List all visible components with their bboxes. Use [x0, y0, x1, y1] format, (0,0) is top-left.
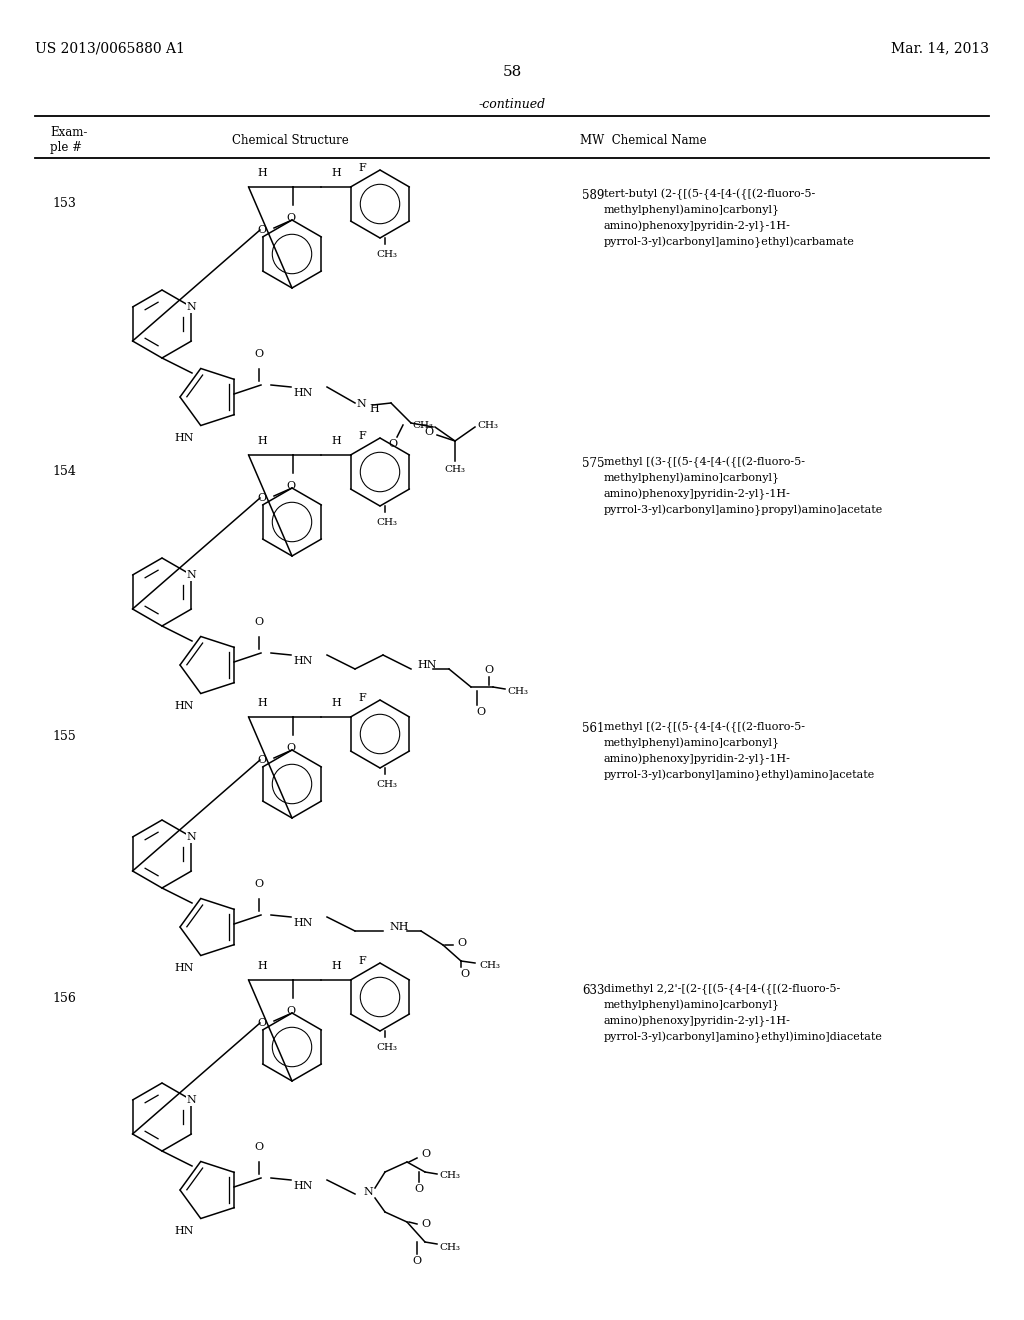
Text: CH₃: CH₃ — [439, 1243, 460, 1253]
Text: amino)phenoxy]pyridin-2-yl}-1H-: amino)phenoxy]pyridin-2-yl}-1H- — [604, 220, 791, 232]
Text: 154: 154 — [52, 465, 76, 478]
Text: H: H — [258, 698, 267, 708]
Text: O: O — [286, 213, 295, 223]
Text: CH₃: CH₃ — [412, 421, 433, 429]
Text: H: H — [332, 168, 341, 178]
Text: US 2013/0065880 A1: US 2013/0065880 A1 — [35, 41, 185, 55]
Text: CH₃: CH₃ — [376, 249, 397, 259]
Text: O: O — [424, 426, 433, 437]
Text: methyl [(3-{[(5-{4-[4-({[(2-fluoro-5-: methyl [(3-{[(5-{4-[4-({[(2-fluoro-5- — [604, 457, 805, 469]
Text: 575: 575 — [582, 457, 604, 470]
Text: methylphenyl)amino]carbonyl}: methylphenyl)amino]carbonyl} — [604, 473, 780, 484]
Text: Exam-: Exam- — [50, 127, 87, 140]
Text: O: O — [254, 616, 263, 627]
Text: CH₃: CH₃ — [479, 961, 500, 969]
Text: methyl [(2-{[(5-{4-[4-({[(2-fluoro-5-: methyl [(2-{[(5-{4-[4-({[(2-fluoro-5- — [604, 722, 805, 734]
Text: O: O — [257, 1018, 266, 1028]
Text: HN: HN — [174, 964, 194, 973]
Text: HN: HN — [293, 1181, 312, 1191]
Text: O: O — [254, 879, 263, 888]
Text: O: O — [286, 1006, 295, 1016]
Text: 589: 589 — [582, 189, 604, 202]
Text: 153: 153 — [52, 197, 76, 210]
Text: HN: HN — [174, 433, 194, 444]
Text: CH₃: CH₃ — [439, 1172, 460, 1180]
Text: O: O — [286, 743, 295, 752]
Text: CH₃: CH₃ — [376, 1043, 397, 1052]
Text: H: H — [258, 168, 267, 178]
Text: pyrrol-3-yl)carbonyl]amino}propyl)amino]acetate: pyrrol-3-yl)carbonyl]amino}propyl)amino]… — [604, 506, 884, 516]
Text: 156: 156 — [52, 993, 76, 1005]
Text: HN: HN — [174, 1226, 194, 1236]
Text: 633: 633 — [582, 983, 604, 997]
Text: HN: HN — [293, 917, 312, 928]
Text: pyrrol-3-yl)carbonyl]amino}ethyl)carbamate: pyrrol-3-yl)carbonyl]amino}ethyl)carbama… — [604, 238, 855, 248]
Text: CH₃: CH₃ — [376, 780, 397, 789]
Text: HN: HN — [293, 656, 312, 667]
Text: CH₃: CH₃ — [444, 465, 466, 474]
Text: O: O — [415, 1184, 424, 1195]
Text: 155: 155 — [52, 730, 76, 743]
Text: F: F — [358, 164, 367, 173]
Text: pyrrol-3-yl)carbonyl]amino}ethyl)amino]acetate: pyrrol-3-yl)carbonyl]amino}ethyl)amino]a… — [604, 770, 876, 781]
Text: O: O — [476, 708, 485, 717]
Text: O: O — [457, 939, 466, 948]
Text: N: N — [362, 1187, 373, 1197]
Text: HN: HN — [174, 701, 194, 711]
Text: H: H — [332, 698, 341, 708]
Text: H: H — [369, 404, 379, 414]
Text: NH: NH — [389, 921, 409, 932]
Text: amino)phenoxy]pyridin-2-yl}-1H-: amino)phenoxy]pyridin-2-yl}-1H- — [604, 1016, 791, 1027]
Text: N: N — [356, 399, 366, 409]
Text: ple #: ple # — [50, 141, 82, 154]
Text: methylphenyl)amino]carbonyl}: methylphenyl)amino]carbonyl} — [604, 738, 780, 750]
Text: Mar. 14, 2013: Mar. 14, 2013 — [891, 41, 989, 55]
Text: O: O — [257, 224, 266, 235]
Text: CH₃: CH₃ — [507, 686, 528, 696]
Text: 561: 561 — [582, 722, 604, 735]
Text: O: O — [421, 1148, 430, 1159]
Text: HN: HN — [293, 388, 312, 399]
Text: H: H — [258, 436, 267, 446]
Text: CH₃: CH₃ — [376, 517, 397, 527]
Text: N: N — [186, 1096, 197, 1105]
Text: N: N — [186, 570, 197, 579]
Text: O: O — [421, 1218, 430, 1229]
Text: dimethyl 2,2'-[(2-{[(5-{4-[4-({[(2-fluoro-5-: dimethyl 2,2'-[(2-{[(5-{4-[4-({[(2-fluor… — [604, 983, 841, 995]
Text: O: O — [413, 1257, 422, 1266]
Text: -continued: -continued — [478, 98, 546, 111]
Text: amino)phenoxy]pyridin-2-yl}-1H-: amino)phenoxy]pyridin-2-yl}-1H- — [604, 754, 791, 766]
Text: F: F — [358, 693, 367, 704]
Text: pyrrol-3-yl)carbonyl]amino}ethyl)imino]diacetate: pyrrol-3-yl)carbonyl]amino}ethyl)imino]d… — [604, 1032, 883, 1043]
Text: CH₃: CH₃ — [477, 421, 498, 429]
Text: N: N — [186, 832, 197, 842]
Text: tert-butyl (2-{[(5-{4-[4-({[(2-fluoro-5-: tert-butyl (2-{[(5-{4-[4-({[(2-fluoro-5- — [604, 189, 815, 201]
Text: N: N — [186, 302, 197, 312]
Text: F: F — [358, 956, 367, 966]
Text: MW  Chemical Name: MW Chemical Name — [580, 135, 707, 148]
Text: O: O — [254, 348, 263, 359]
Text: methylphenyl)amino]carbonyl}: methylphenyl)amino]carbonyl} — [604, 1001, 780, 1011]
Text: O: O — [254, 1142, 263, 1152]
Text: methylphenyl)amino]carbonyl}: methylphenyl)amino]carbonyl} — [604, 205, 780, 216]
Text: H: H — [332, 961, 341, 972]
Text: O: O — [484, 665, 494, 675]
Text: O: O — [461, 969, 470, 979]
Text: O: O — [257, 492, 266, 503]
Text: O: O — [286, 480, 295, 491]
Text: H: H — [332, 436, 341, 446]
Text: Chemical Structure: Chemical Structure — [231, 135, 348, 148]
Text: O: O — [388, 440, 397, 449]
Text: amino)phenoxy]pyridin-2-yl}-1H-: amino)phenoxy]pyridin-2-yl}-1H- — [604, 488, 791, 500]
Text: 58: 58 — [503, 65, 521, 79]
Text: O: O — [257, 755, 266, 766]
Text: H: H — [258, 961, 267, 972]
Text: F: F — [358, 432, 367, 441]
Text: HN: HN — [417, 660, 436, 671]
